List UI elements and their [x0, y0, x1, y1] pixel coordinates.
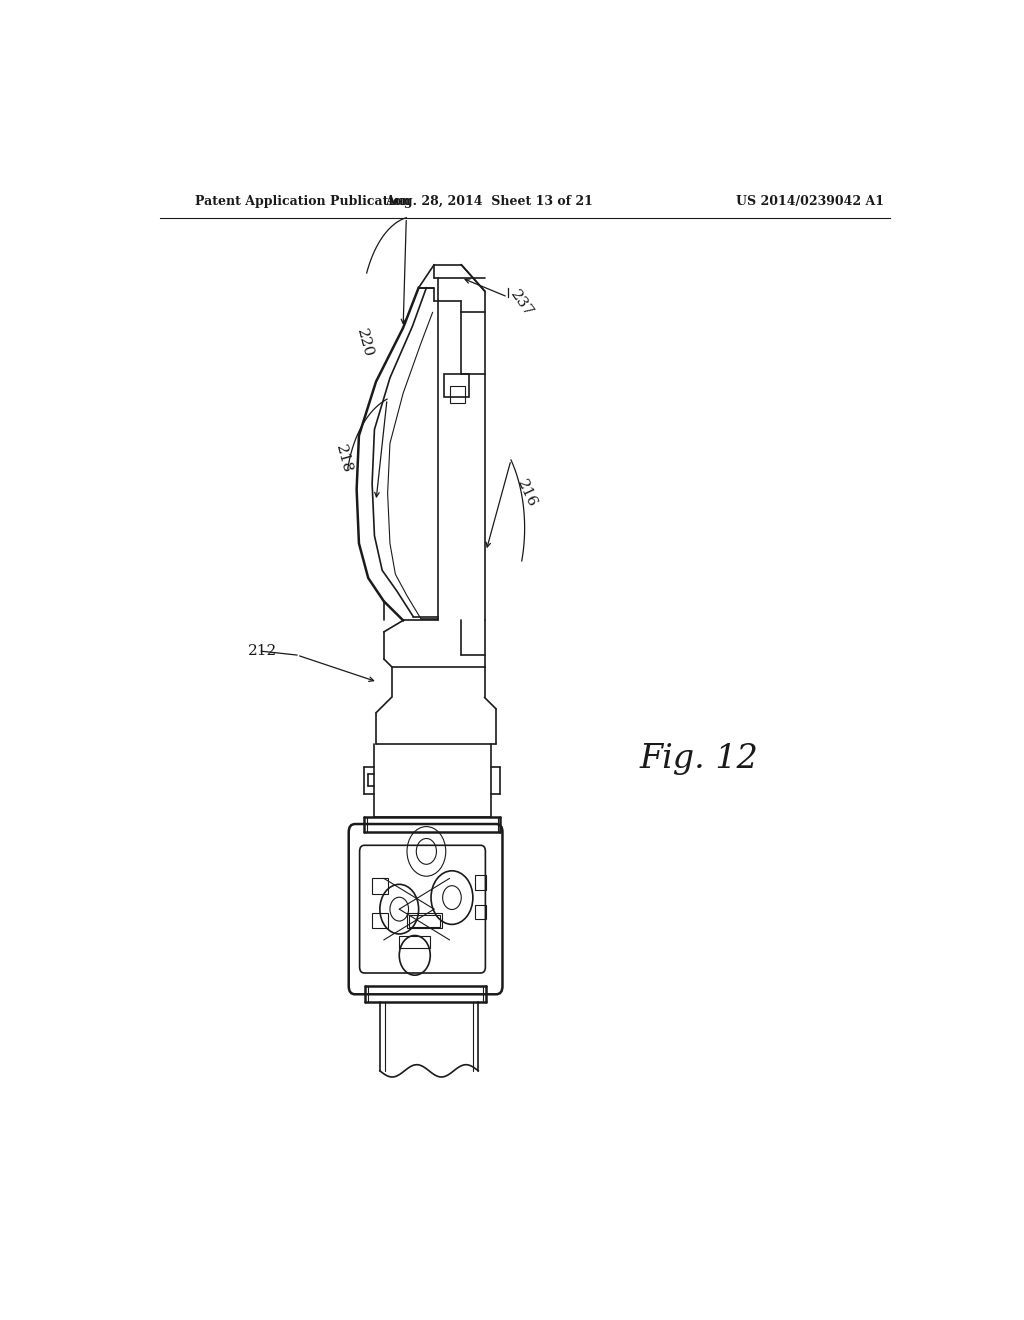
Bar	[409, 915, 440, 927]
Text: US 2014/0239042 A1: US 2014/0239042 A1	[736, 194, 885, 207]
Bar	[475, 906, 486, 919]
Text: 220: 220	[354, 327, 375, 359]
Text: Aug. 28, 2014  Sheet 13 of 21: Aug. 28, 2014 Sheet 13 of 21	[385, 194, 593, 207]
Bar	[475, 875, 486, 890]
Text: 218: 218	[333, 442, 354, 475]
Bar	[372, 878, 388, 894]
FancyBboxPatch shape	[349, 824, 503, 994]
Bar	[399, 936, 430, 948]
Text: Fig. 12: Fig. 12	[640, 743, 759, 775]
Text: 212: 212	[248, 644, 278, 659]
Text: 237: 237	[508, 288, 536, 319]
Text: 216: 216	[514, 477, 539, 510]
Bar	[450, 385, 465, 404]
Bar	[372, 913, 388, 928]
Text: Patent Application Publication: Patent Application Publication	[196, 194, 411, 207]
Bar	[444, 374, 469, 397]
Bar	[407, 913, 442, 928]
